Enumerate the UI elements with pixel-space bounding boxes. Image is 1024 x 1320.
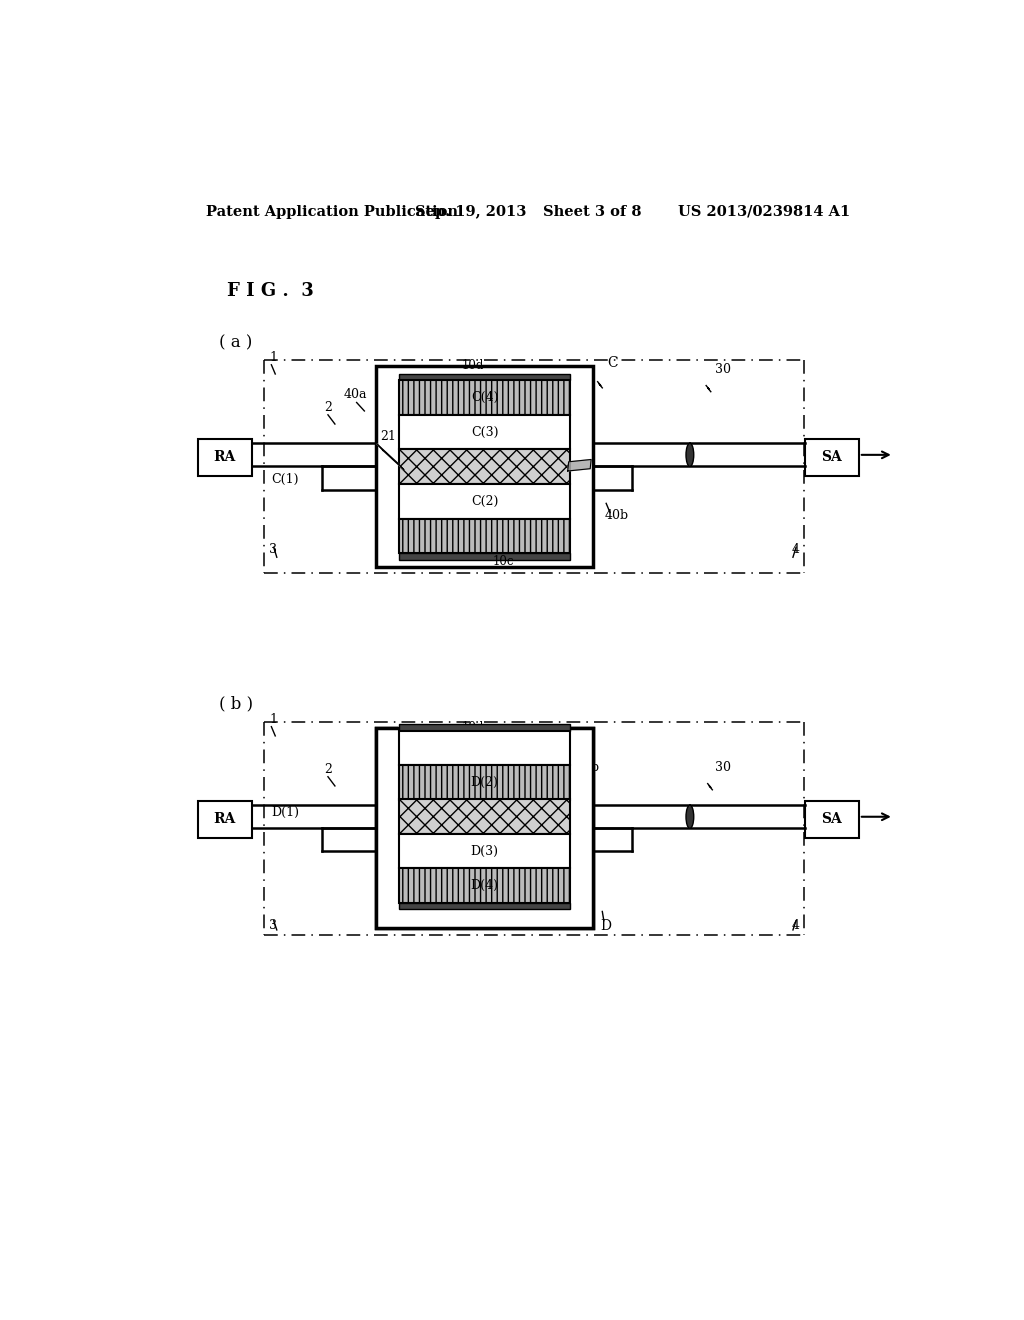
Bar: [198, 800, 252, 838]
Text: 21: 21: [380, 430, 395, 444]
Text: SA: SA: [821, 450, 842, 465]
Text: ( a ): ( a ): [219, 334, 253, 351]
Text: 2: 2: [324, 401, 332, 414]
Text: RA: RA: [214, 812, 236, 826]
Text: 1: 1: [269, 713, 278, 726]
Polygon shape: [567, 459, 591, 471]
Text: 40a: 40a: [380, 830, 403, 843]
Text: D(2): D(2): [471, 789, 499, 803]
Bar: [399, 737, 569, 742]
Text: ( b ): ( b ): [219, 696, 254, 713]
Text: 1: 1: [269, 351, 278, 364]
Bar: [399, 903, 569, 909]
Text: 4: 4: [792, 919, 800, 932]
Text: US 2013/0239814 A1: US 2013/0239814 A1: [678, 205, 851, 219]
Text: 2: 2: [324, 763, 332, 776]
Text: 10d: 10d: [461, 359, 483, 372]
Bar: [397, 723, 571, 927]
Text: 40b: 40b: [604, 508, 629, 521]
Text: 40a: 40a: [343, 388, 367, 401]
Text: 40b: 40b: [575, 762, 600, 775]
Text: C: C: [607, 356, 617, 370]
Polygon shape: [378, 813, 402, 830]
Text: 30: 30: [716, 363, 731, 376]
Text: 21: 21: [380, 820, 395, 832]
Text: Patent Application Publication: Patent Application Publication: [206, 205, 458, 219]
Bar: [399, 869, 569, 903]
Text: D(2): D(2): [471, 776, 499, 789]
Bar: [399, 730, 569, 766]
Text: 3: 3: [269, 544, 278, 557]
Text: F I G .  3: F I G . 3: [227, 281, 314, 300]
Text: Sheet 3 of 8: Sheet 3 of 8: [543, 205, 641, 219]
Bar: [376, 366, 593, 566]
Bar: [399, 374, 569, 380]
Text: RA: RA: [214, 450, 236, 465]
Text: SA: SA: [821, 812, 842, 826]
Text: D(3): D(3): [470, 845, 499, 858]
Text: D(1): D(1): [271, 807, 299, 820]
Bar: [399, 414, 569, 449]
Text: Sep. 19, 2013: Sep. 19, 2013: [415, 205, 526, 219]
Bar: [399, 742, 569, 776]
Bar: [399, 519, 569, 553]
Bar: [399, 834, 569, 869]
Bar: [399, 799, 569, 834]
Bar: [399, 553, 569, 560]
Bar: [805, 800, 859, 838]
Text: 3: 3: [269, 919, 278, 932]
Text: C(4): C(4): [471, 391, 499, 404]
Text: 10c: 10c: [493, 554, 514, 568]
Polygon shape: [377, 444, 403, 470]
Text: C(3): C(3): [471, 425, 499, 438]
Ellipse shape: [686, 444, 693, 466]
Bar: [399, 380, 569, 414]
Bar: [399, 725, 569, 730]
Bar: [399, 812, 569, 846]
Text: D(2): D(2): [471, 752, 499, 766]
Text: 10d: 10d: [461, 721, 483, 734]
Ellipse shape: [686, 805, 693, 829]
Bar: [399, 484, 569, 519]
Polygon shape: [566, 804, 593, 821]
Text: 4: 4: [792, 544, 800, 557]
Bar: [376, 729, 593, 928]
Bar: [399, 450, 569, 484]
Text: 30: 30: [716, 762, 731, 775]
Text: 10c: 10c: [493, 919, 514, 932]
Text: D(4): D(4): [470, 879, 499, 892]
Text: C(2): C(2): [471, 495, 499, 508]
Text: D: D: [601, 919, 611, 933]
Bar: [198, 438, 252, 475]
Bar: [805, 438, 859, 475]
Bar: [399, 776, 569, 812]
Text: C(1): C(1): [271, 473, 299, 486]
Bar: [399, 766, 569, 800]
Bar: [376, 729, 593, 928]
